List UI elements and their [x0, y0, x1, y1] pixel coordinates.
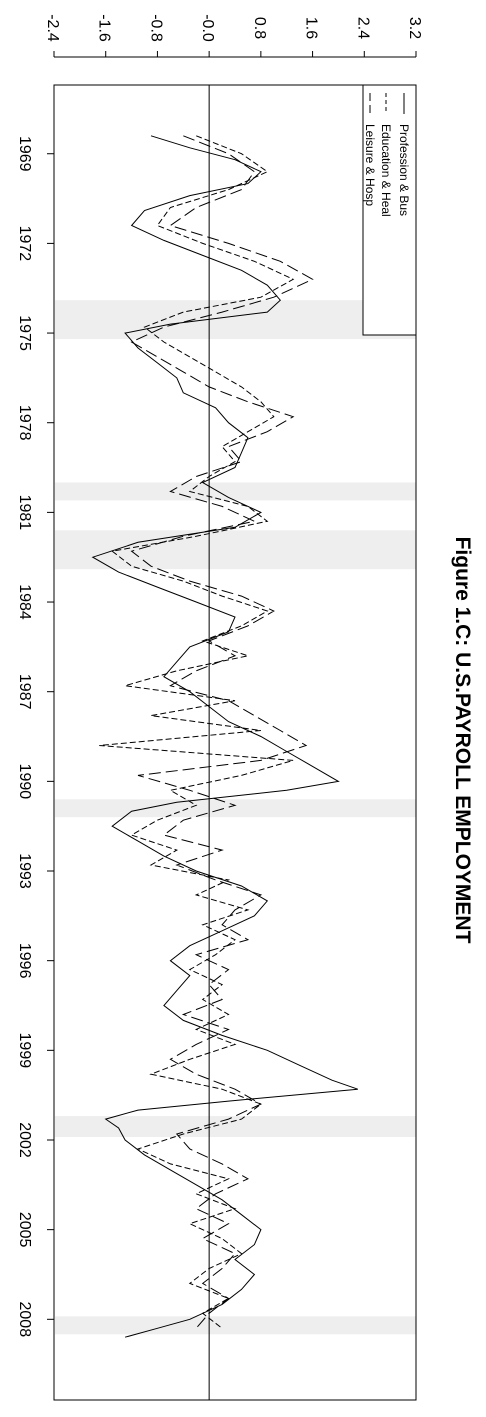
recession-band [55, 482, 416, 501]
y-tick-label: -2.4 [44, 14, 61, 42]
x-tick-label: 1978 [16, 405, 33, 441]
recession-band [55, 530, 416, 570]
y-axis: -2.4 -1.6 -0.8 -0.0 0.8 1.6 2.4 3.2 [44, 14, 423, 58]
legend-label: Profession & Bus [397, 124, 411, 216]
y-tick-label: 2.4 [354, 17, 371, 39]
x-tick-label: 1981 [16, 495, 33, 531]
x-axis: 1969 1972 1975 1978 1981 1984 1987 1990 1993 1996… [16, 136, 55, 1338]
series-line-2 [99, 135, 295, 1329]
x-tick-label: 2002 [16, 1122, 33, 1158]
legend: Profession & Bus Education & HealLeisure … [362, 84, 417, 336]
x-tick-label: 1999 [16, 1033, 33, 1069]
x-tick-label: 2008 [16, 1302, 33, 1338]
x-tick-label: 1987 [16, 674, 33, 710]
recession-band [55, 1116, 416, 1137]
y-tick-label: 3.2 [406, 17, 423, 39]
series-line-3 [130, 135, 314, 1329]
recession-band [55, 1316, 416, 1335]
legend-label: Leisure & Hosp [363, 124, 377, 206]
y-tick-label: -0.8 [147, 14, 164, 42]
x-tick-label: 1975 [16, 315, 33, 351]
recession-band [55, 799, 416, 818]
x-tick-label: 1990 [16, 764, 33, 800]
series-lines [91, 135, 358, 1338]
legend-label: Education & Heal [379, 124, 393, 217]
x-tick-label: 1969 [16, 136, 33, 172]
plot-frame [53, 84, 417, 1401]
y-tick-label: -0.0 [199, 14, 216, 42]
x-tick-label: 1993 [16, 853, 33, 889]
y-tick-label: 1.6 [303, 17, 320, 39]
y-tick-label: -1.6 [96, 14, 113, 42]
recession-band [55, 300, 416, 340]
y-tick-label: 0.8 [251, 17, 268, 39]
x-tick-label: 1984 [16, 584, 33, 620]
x-tick-label: 1996 [16, 943, 33, 979]
legend-box [362, 84, 417, 336]
x-tick-label: 1972 [16, 226, 33, 262]
chart-title: Figure 1.C: U.S.PAYROLL EMPLOYMENT [451, 537, 474, 944]
x-tick-label: 2005 [16, 1212, 33, 1248]
